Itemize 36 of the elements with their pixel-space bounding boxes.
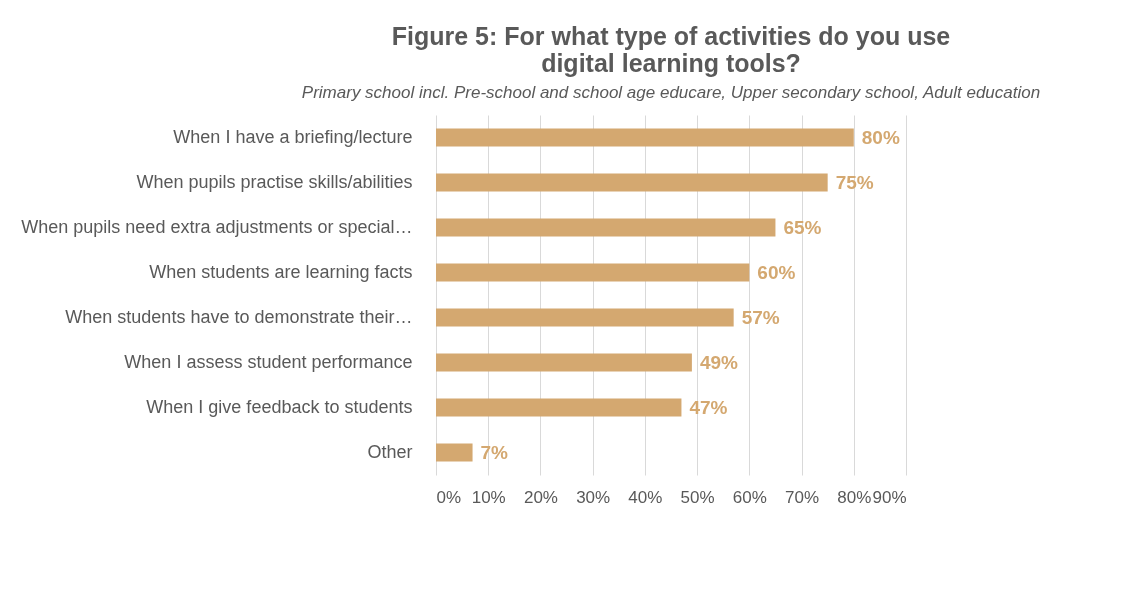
data-label: 75% [835,171,874,193]
bar [436,443,473,462]
x-tick-label: 70% [785,487,820,507]
y-tick-label: When students are learning facts [149,261,413,282]
x-tick-label: 10% [471,487,506,507]
y-tick-label: Other [367,441,413,462]
bar [436,173,828,192]
x-tick-label: 40% [628,487,663,507]
y-tick-label: When pupils practise skills/abilities [136,171,413,192]
y-tick-label: When I have a briefing/lecture [173,126,413,147]
x-tick-label: 60% [732,487,767,507]
data-label: 80% [861,126,900,148]
data-label: 49% [699,351,739,373]
data-label: 57% [741,306,780,328]
data-label: 7% [480,441,509,463]
y-tick-label: When students have to demonstrate their… [65,306,413,327]
chart-title: Figure 5: For what type of activities do you use digital learning tools? [391,22,951,77]
bar [436,128,854,147]
y-tick-label: When pupils need extra adjustments or special… [21,216,413,237]
y-tick-label: When I assess student performance [124,351,413,372]
x-tick-label: 90% [872,487,907,507]
chart-subtitle: Primary school incl. Pre-school and school age educare, Upper secondary school, Adult education [301,83,1041,102]
x-tick-label: 0% [436,487,462,507]
bar [436,308,734,327]
bar [436,353,692,372]
x-tick-label: 80% [837,487,872,507]
x-tick-label: 50% [680,487,715,507]
bar [436,398,682,417]
data-label: 65% [783,216,822,238]
bar [436,263,750,282]
data-label: 60% [757,261,796,283]
data-label: 47% [689,396,728,418]
x-tick-label: 30% [576,487,611,507]
x-tick-label: 20% [523,487,558,507]
y-tick-label: When I give feedback to students [146,396,413,417]
bar [436,218,776,237]
